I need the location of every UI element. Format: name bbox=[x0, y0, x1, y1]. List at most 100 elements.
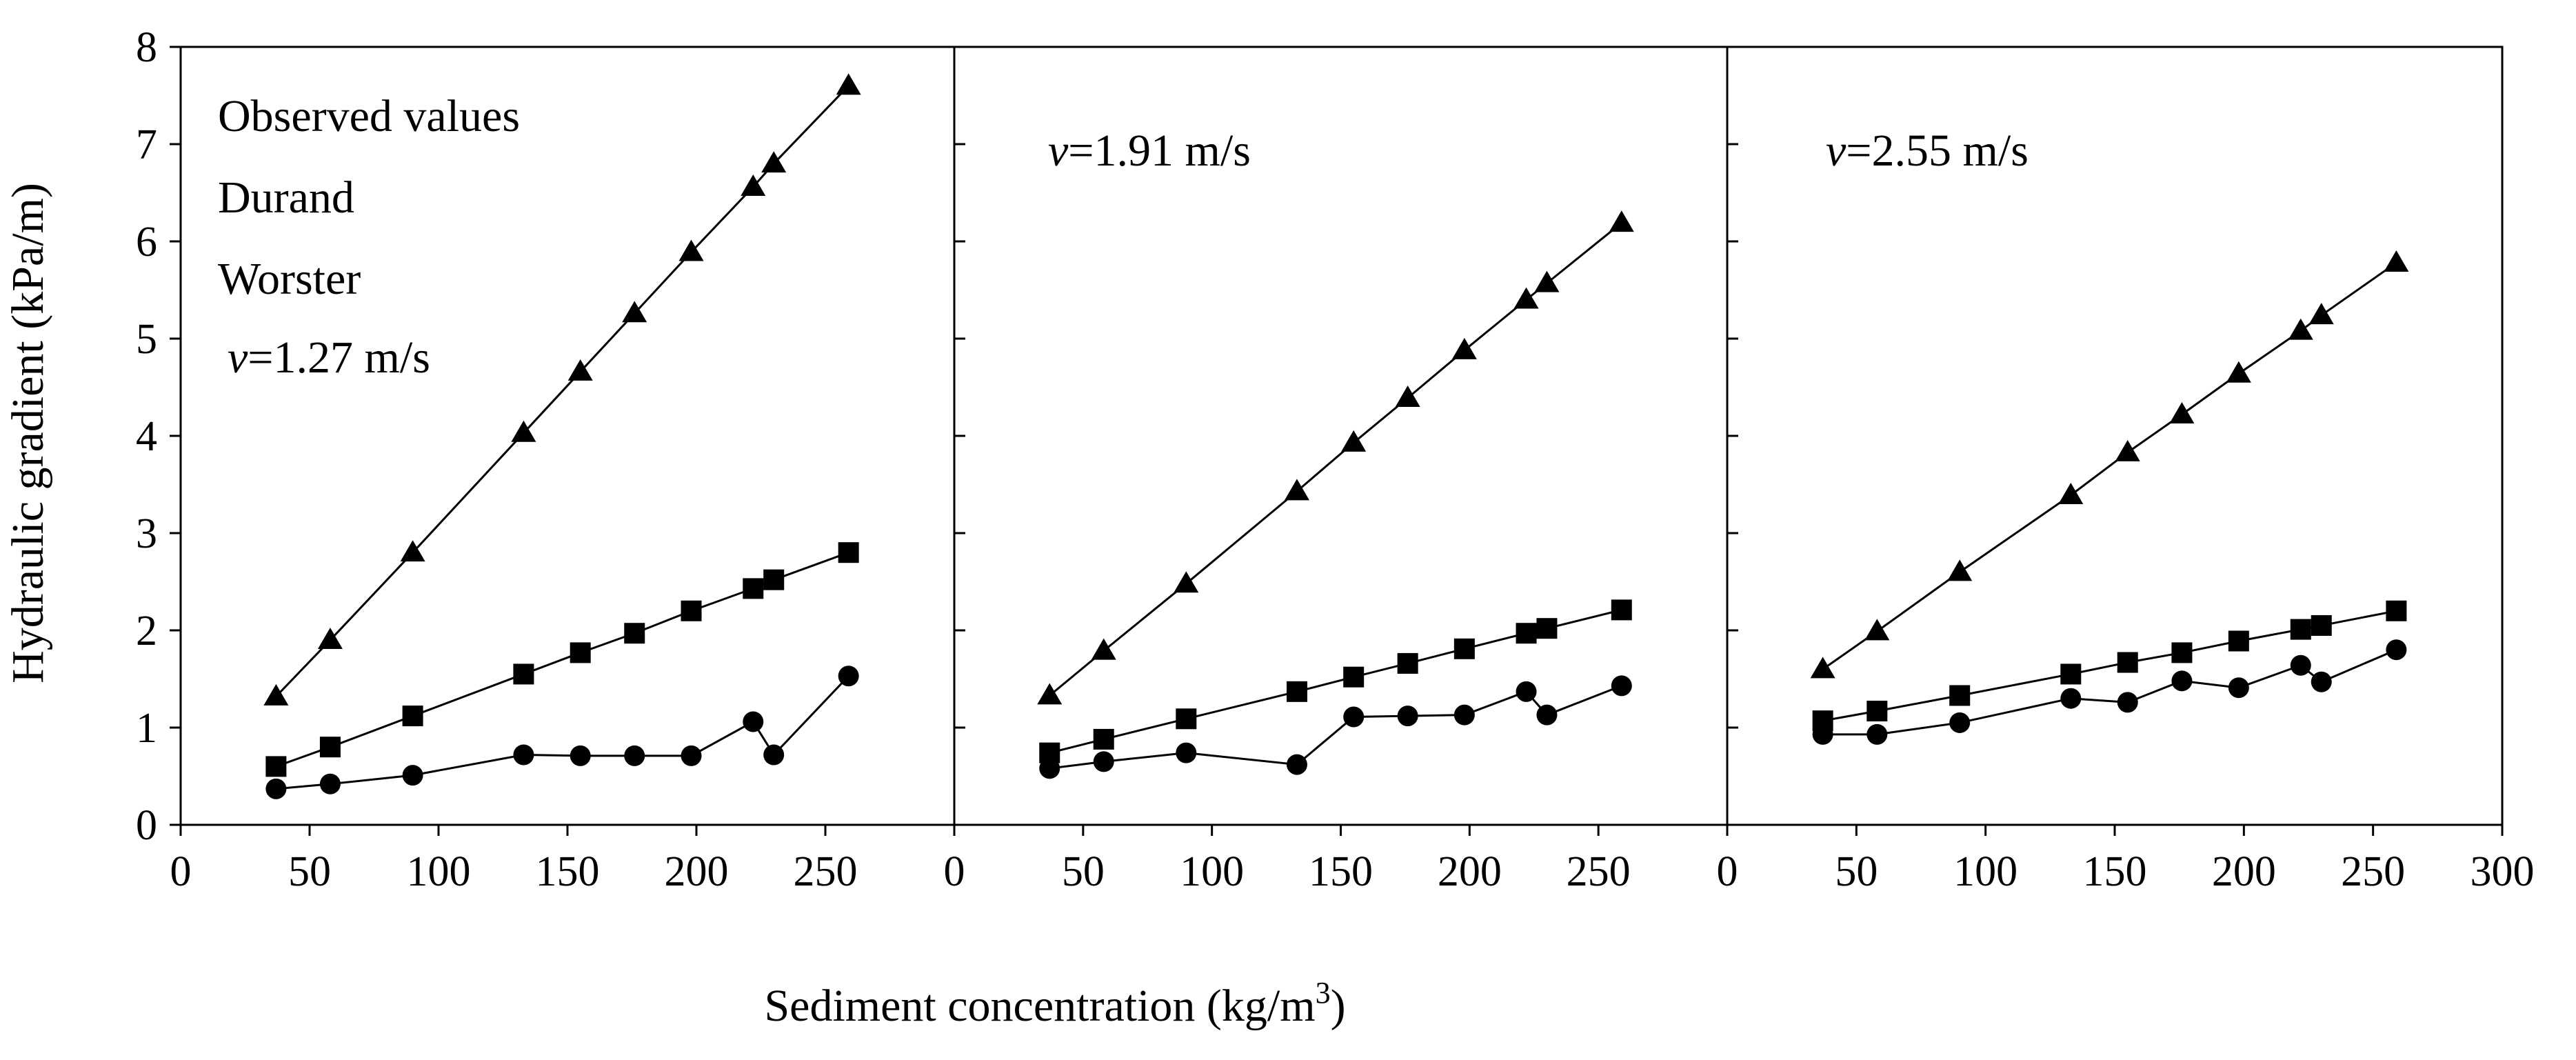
panel-3-data-point bbox=[2117, 692, 2138, 713]
panel-1-data-point bbox=[681, 745, 702, 766]
panel-1-data-point bbox=[681, 600, 702, 621]
panel-3-data-point bbox=[1866, 723, 1888, 745]
panel-2-data-point bbox=[1286, 681, 1307, 702]
panel-3-data-point bbox=[2311, 614, 2332, 636]
x-axis-title-main: Sediment concentration (kg/m bbox=[764, 981, 1315, 1031]
panel-2-data-point bbox=[1516, 681, 1537, 702]
panel-2-data-point bbox=[1037, 683, 1063, 705]
panel-2-data-point bbox=[1534, 270, 1560, 292]
panel-3-data-point bbox=[1947, 559, 1973, 581]
panel-2-data-point bbox=[1513, 287, 1539, 309]
panel-3-x-tick-label: 300 bbox=[2471, 848, 2535, 895]
panel-2-data-point bbox=[1343, 706, 1365, 728]
panel-1-data-point bbox=[567, 359, 593, 381]
panel-1-data-point bbox=[622, 301, 647, 323]
panel-3-data-point bbox=[2060, 663, 2082, 685]
panel-2-x-tick-label: 0 bbox=[944, 848, 965, 895]
panel-1-data-point bbox=[513, 663, 534, 685]
y-axis-title: Hydraulic gradient (kPa/m) bbox=[3, 183, 53, 683]
panel-3-data-point bbox=[2384, 250, 2409, 272]
panel-3-data-point bbox=[2058, 483, 2084, 504]
panel-3-series-square bbox=[1812, 600, 2407, 732]
panel-1-data-point bbox=[763, 744, 785, 766]
panel-1-x-tick-label: 250 bbox=[794, 848, 858, 895]
panel-3: 0 50 100 150 200 250 300 v=2.55 m/s bbox=[1717, 46, 2535, 895]
panel-3-data-point bbox=[2117, 652, 2138, 673]
panel-2-data-point bbox=[1093, 728, 1114, 750]
panel-1-frame bbox=[179, 46, 956, 826]
panel-1-data-point bbox=[511, 420, 536, 442]
panel-1-data-point bbox=[743, 711, 764, 732]
y-tick-label: 5 bbox=[136, 316, 157, 363]
panel-3-data-point bbox=[2288, 318, 2313, 340]
panel-3-x-tick-label: 100 bbox=[1953, 848, 2017, 895]
panel-2-series-square bbox=[1039, 599, 1632, 763]
panel-1-data-point bbox=[838, 542, 859, 563]
panel-1-x-tick-label: 150 bbox=[536, 848, 600, 895]
x-axis-title: Sediment concentration (kg/m3) bbox=[764, 976, 1345, 1031]
x-axis-title-superscript: 3 bbox=[1316, 976, 1331, 1010]
panel-1-data-point bbox=[319, 773, 341, 794]
panel-1-data-point bbox=[624, 623, 645, 644]
panel-2-data-point bbox=[1286, 754, 1307, 775]
y-tick-label: 6 bbox=[136, 219, 157, 266]
panel-3-data-point bbox=[2290, 619, 2311, 640]
panel-2-x-tick-label: 200 bbox=[1438, 848, 1502, 895]
panel-2-data-point bbox=[1536, 704, 1558, 726]
panel-1-data-point bbox=[838, 666, 859, 687]
panel-1-series-triangle bbox=[263, 73, 861, 706]
panel-3-x-tick-label: 0 bbox=[1717, 848, 1738, 895]
panel-1-series-circle bbox=[265, 666, 859, 799]
panel-2-x-tick-label: 150 bbox=[1309, 848, 1373, 895]
velocity-symbol: v bbox=[1826, 126, 1847, 176]
panel-1-data-point bbox=[763, 569, 785, 590]
panel-2-data-point bbox=[1536, 618, 1558, 639]
y-tick-label: 8 bbox=[136, 24, 157, 71]
panel-2-data-point bbox=[1176, 742, 1197, 763]
panel-3-x-tick-label: 200 bbox=[2212, 848, 2276, 895]
panel-2-data-point bbox=[1174, 571, 1199, 593]
panel-2-data-point bbox=[1451, 337, 1477, 359]
panel-2-x-tick-label: 250 bbox=[1567, 848, 1631, 895]
panel-3-data-point bbox=[2169, 401, 2195, 423]
panel-1-x-tick-label: 50 bbox=[288, 848, 331, 895]
panel-1-x-tick-label: 200 bbox=[665, 848, 729, 895]
panel-2-data-point bbox=[1516, 623, 1537, 644]
panel-3-series-circle bbox=[1812, 639, 2407, 745]
panel-2-data-point bbox=[1453, 704, 1475, 726]
velocity-symbol: v bbox=[228, 332, 248, 383]
panel-3-data-point bbox=[2115, 439, 2140, 461]
panel-1-velocity-annotation: v=1.27 m/s bbox=[228, 332, 430, 383]
panel-2-velocity-annotation: v=1.91 m/s bbox=[1048, 126, 1251, 176]
y-tick-label: 3 bbox=[136, 510, 157, 557]
panel-1-data-point bbox=[319, 737, 341, 758]
panel-1-data-point bbox=[265, 756, 287, 777]
panel-2-data-point bbox=[1093, 751, 1114, 772]
panel-3-series-line bbox=[1822, 648, 2397, 736]
panel-1-data-point bbox=[743, 578, 764, 599]
panel-2-data-point bbox=[1609, 210, 1634, 232]
panel-1-data-point bbox=[570, 745, 591, 766]
panel-1: 0 50 100 150 200 250 0 1 2 3 4 5 6 7 8 v=1.27 m/s bbox=[136, 24, 956, 895]
panel-2-data-point bbox=[1039, 758, 1060, 779]
panel-2: 0 50 100 150 200 250 v=1.91 m/s bbox=[944, 46, 1729, 895]
panel-3-velocity-annotation: v=2.55 m/s bbox=[1826, 126, 2029, 176]
velocity-value: =1.91 m/s bbox=[1068, 126, 1251, 176]
panel-3-series-triangle bbox=[1810, 250, 2409, 679]
y-tick-label: 1 bbox=[136, 705, 157, 752]
panel-3-data-point bbox=[2171, 670, 2193, 692]
velocity-value: =2.55 m/s bbox=[1846, 126, 2029, 176]
panel-2-data-point bbox=[1453, 638, 1475, 659]
panel-1-data-point bbox=[402, 765, 423, 786]
panel-2-data-point bbox=[1397, 652, 1418, 674]
panel-1-series-square bbox=[265, 542, 859, 777]
panel-3-data-point bbox=[2308, 303, 2334, 325]
panel-2-x-tick-label: 100 bbox=[1180, 848, 1244, 895]
panel-3-x-tick-label: 250 bbox=[2341, 848, 2405, 895]
velocity-symbol: v bbox=[1048, 126, 1069, 176]
panel-2-series-circle bbox=[1039, 675, 1632, 779]
panel-3-data-point bbox=[2226, 361, 2251, 383]
legend-entry-triangle: Worster bbox=[218, 254, 361, 304]
panel-2-data-point bbox=[1397, 706, 1418, 727]
